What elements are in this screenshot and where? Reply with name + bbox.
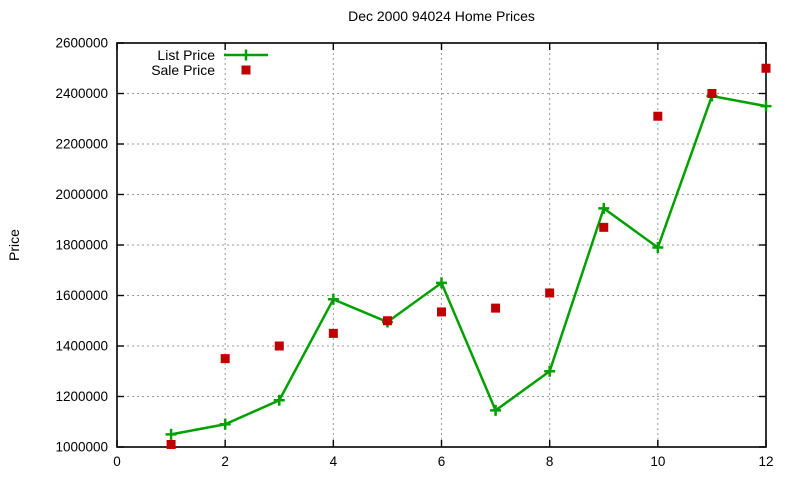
square-sample-icon bbox=[241, 65, 251, 74]
legend: List Price Sale Price bbox=[130, 46, 269, 78]
sale-price-square-marker bbox=[491, 303, 501, 313]
sale-price-square-marker bbox=[382, 316, 392, 326]
y-tick-label: 2600000 bbox=[55, 36, 108, 51]
legend-label-list-price: List Price bbox=[157, 46, 215, 63]
list-price-plus-marker bbox=[327, 293, 339, 305]
sale-price-square-marker bbox=[761, 63, 771, 73]
sale-price-square-marker bbox=[328, 328, 338, 338]
x-tick-label: 12 bbox=[758, 454, 773, 469]
sale-price-square-marker bbox=[166, 439, 176, 449]
line-plus-sample-icon bbox=[224, 49, 268, 60]
y-tick-label: 1800000 bbox=[55, 238, 108, 253]
legend-item-list-price: List Price bbox=[130, 46, 269, 63]
sale-price-square-marker bbox=[653, 111, 663, 121]
list-price-plus-marker bbox=[490, 404, 502, 416]
y-tick-label: 1200000 bbox=[55, 389, 108, 404]
sale-price-square-marker bbox=[545, 288, 555, 298]
list-price-plus-marker bbox=[436, 277, 447, 289]
list-price-plus-marker bbox=[273, 394, 285, 406]
sale-price-square-marker bbox=[274, 341, 284, 351]
x-tick-label: 0 bbox=[113, 454, 121, 469]
x-tick-label: 10 bbox=[650, 454, 665, 469]
sale-price-square-marker bbox=[437, 307, 446, 317]
list-price-plus-marker bbox=[652, 242, 664, 254]
x-tick-label: 8 bbox=[546, 454, 554, 469]
list-price-plus-marker bbox=[760, 100, 772, 112]
sale-price-square-marker bbox=[599, 222, 609, 232]
list-price-plus-marker bbox=[544, 365, 556, 377]
list-price-plus-marker bbox=[219, 418, 231, 430]
sale-price-square-marker bbox=[220, 354, 230, 364]
sale-price-square-marker bbox=[707, 89, 717, 98]
y-tick-label: 2400000 bbox=[55, 86, 108, 101]
y-tick-label: 2200000 bbox=[55, 137, 108, 152]
chart-title: Dec 2000 94024 Home Prices bbox=[348, 8, 535, 24]
list-price-plus-marker bbox=[165, 428, 177, 440]
list-price-plus-marker bbox=[598, 202, 610, 214]
list-price-line bbox=[170, 94, 767, 436]
y-tick-label: 1000000 bbox=[55, 440, 108, 455]
y-tick-label: 1400000 bbox=[55, 339, 108, 354]
x-tick-label: 6 bbox=[438, 454, 446, 469]
x-tick-label: 2 bbox=[221, 454, 229, 469]
legend-item-sale-price: Sale Price bbox=[130, 61, 269, 78]
y-tick-label: 2000000 bbox=[55, 187, 108, 202]
y-tick-label: 1600000 bbox=[55, 288, 108, 303]
x-tick-label: 4 bbox=[330, 454, 338, 469]
legend-label-sale-price: Sale Price bbox=[151, 61, 215, 78]
